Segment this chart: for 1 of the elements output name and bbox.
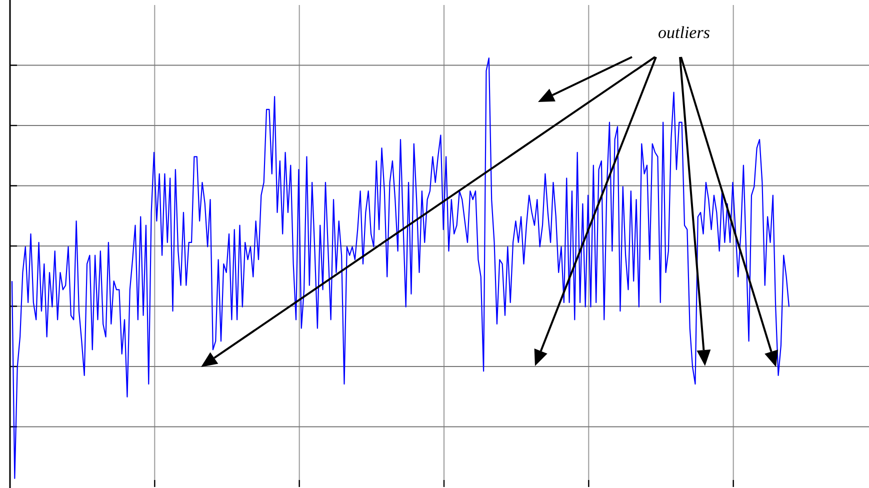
text: outliers <box>658 23 710 42</box>
